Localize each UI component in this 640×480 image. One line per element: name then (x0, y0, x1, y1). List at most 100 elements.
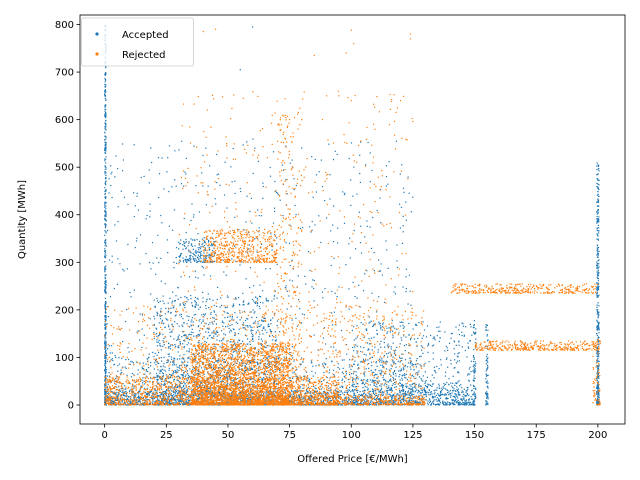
accepted-point (174, 321, 176, 323)
accepted-point (404, 374, 406, 377)
accepted-point (239, 368, 241, 371)
accepted-point (107, 395, 109, 397)
accepted-point (136, 398, 138, 400)
accepted-point (113, 287, 115, 290)
accepted-point (226, 207, 228, 209)
accepted-point (175, 364, 177, 366)
accepted-point (136, 361, 138, 363)
accepted-point (144, 399, 146, 401)
accepted-point (256, 392, 258, 394)
accepted-point (361, 394, 364, 396)
accepted-point (239, 392, 241, 394)
accepted-point (255, 385, 257, 387)
accepted-point (179, 397, 181, 399)
accepted-point (378, 296, 380, 298)
accepted-point (321, 388, 323, 390)
accepted-point (166, 361, 168, 364)
accepted-point (434, 396, 436, 398)
accepted-point (299, 392, 302, 394)
accepted-point (143, 401, 145, 403)
accepted-point (222, 339, 224, 341)
accepted-point (267, 360, 269, 362)
accepted-point (104, 398, 106, 400)
accepted-point (402, 187, 405, 189)
accepted-point (105, 245, 108, 247)
accepted-point (208, 328, 210, 330)
accepted-point (149, 372, 151, 374)
accepted-point (403, 396, 405, 398)
accepted-point (197, 233, 199, 235)
accepted-point (329, 369, 331, 371)
accepted-point (299, 396, 301, 398)
accepted-point (162, 373, 165, 375)
accepted-point (217, 173, 220, 175)
accepted-point (284, 287, 286, 289)
accepted-point (378, 391, 380, 393)
accepted-point (184, 383, 186, 385)
accepted-point (382, 391, 384, 393)
accepted-point (251, 336, 253, 338)
accepted-point (259, 301, 262, 304)
accepted-point (294, 390, 297, 392)
accepted-point (257, 353, 259, 355)
accepted-point (216, 305, 218, 307)
accepted-point (387, 267, 389, 269)
accepted-point (104, 112, 107, 115)
accepted-point (148, 399, 150, 401)
accepted-point (170, 312, 172, 314)
accepted-point (164, 370, 167, 372)
accepted-point (186, 380, 189, 382)
accepted-point (210, 364, 212, 366)
accepted-point (350, 399, 352, 401)
accepted-point (172, 395, 174, 397)
accepted-point (104, 115, 106, 117)
accepted-point (104, 215, 107, 217)
accepted-point (451, 392, 453, 394)
accepted-point (269, 389, 271, 391)
accepted-point (282, 366, 284, 368)
accepted-point (400, 393, 402, 395)
accepted-point (129, 382, 131, 385)
accepted-point (272, 222, 275, 224)
accepted-point (247, 303, 249, 305)
accepted-point (110, 381, 113, 383)
accepted-point (194, 300, 196, 302)
accepted-point (229, 316, 231, 318)
accepted-point (168, 401, 170, 403)
accepted-point (252, 298, 254, 301)
accepted-point (437, 400, 439, 402)
accepted-point (257, 303, 259, 305)
accepted-point (157, 404, 159, 406)
accepted-point (122, 170, 124, 172)
accepted-point (126, 374, 128, 376)
accepted-point (183, 364, 186, 366)
accepted-point (445, 397, 447, 399)
accepted-point (291, 280, 293, 282)
accepted-point (179, 343, 181, 345)
accepted-point (370, 247, 373, 249)
accepted-point (409, 392, 411, 394)
accepted-point (395, 366, 397, 368)
accepted-point (412, 364, 415, 366)
accepted-point (375, 385, 377, 387)
accepted-point (320, 241, 322, 244)
accepted-point (104, 171, 106, 173)
accepted-point (259, 333, 261, 335)
accepted-point (170, 356, 172, 358)
accepted-point (159, 370, 161, 372)
accepted-point (401, 399, 403, 401)
accepted-point (318, 398, 320, 400)
accepted-point (113, 402, 115, 404)
accepted-point (259, 307, 261, 310)
accepted-point (458, 394, 460, 396)
accepted-point (388, 161, 390, 163)
accepted-point (343, 222, 346, 224)
accepted-point (285, 347, 287, 349)
accepted-point (148, 367, 150, 369)
accepted-point (248, 390, 250, 392)
accepted-point (257, 363, 259, 365)
accepted-point (432, 397, 434, 399)
accepted-point (176, 369, 178, 371)
accepted-point (315, 174, 318, 176)
accepted-point (105, 180, 107, 182)
